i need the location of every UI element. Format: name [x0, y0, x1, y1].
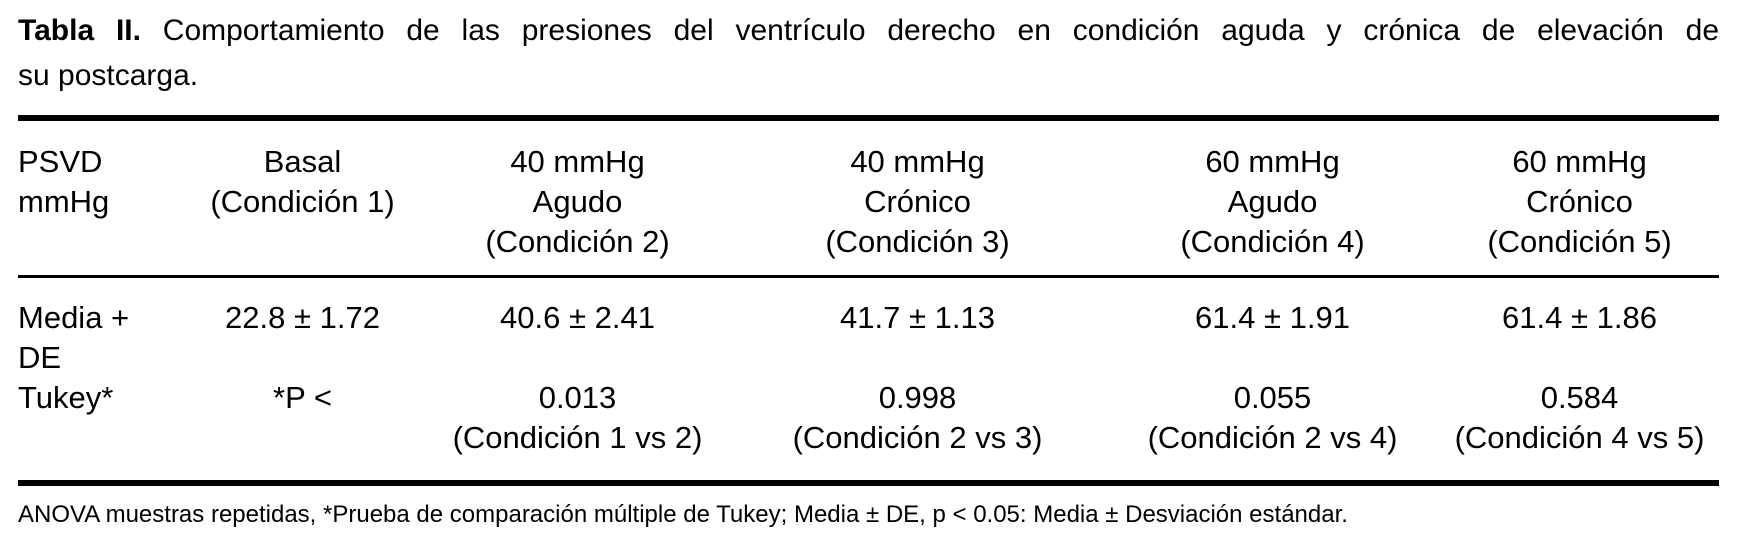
cell-tukey-cond2vs4: 0.055 (Condición 2 vs 4)	[1147, 380, 1398, 455]
cell-tukey-cond4vs5: 0.584 (Condición 4 vs 5)	[1454, 380, 1705, 455]
column-header-40-agudo: 40 mmHg Agudo (Condición 2)	[485, 144, 670, 259]
column-header-60-cronico: 60 mmHg Crónico (Condición 5)	[1487, 144, 1672, 259]
column-header-40-cronico: 40 mmHg Crónico (Condición 3)	[825, 144, 1010, 259]
cell-media-60-agudo: 61.4 ± 1.91	[1195, 300, 1350, 335]
cell-tukey-cond1vs2: 0.013 (Condición 1 vs 2)	[452, 380, 703, 455]
row-label-tukey: Tukey*	[18, 380, 114, 415]
cell-media-60-cronico: 61.4 ± 1.86	[1502, 300, 1657, 335]
table-caption-number: Tabla II.	[18, 14, 141, 47]
column-header-basal: Basal (Condición 1)	[210, 144, 395, 219]
table-caption-line2: su postcarga.	[18, 59, 199, 92]
table-footnote: ANOVA muestras repetidas, *Prueba de com…	[18, 501, 1348, 528]
pressure-data-table: PSVD mmHg Basal (Condición 1) 40 mmHg Ag…	[18, 115, 1719, 486]
cell-media-40-agudo: 40.6 ± 2.41	[500, 300, 655, 335]
column-header-psvd: PSVD mmHg	[18, 144, 110, 219]
cell-tukey-p: *P <	[273, 380, 332, 415]
table-row-tukey: Tukey* *P < 0.013 (Condición 1 vs 2) 0.9…	[18, 378, 1719, 483]
table-caption-line1: Tabla II. Comportamiento de las presione…	[18, 8, 1719, 53]
cell-tukey-cond2vs3: 0.998 (Condición 2 vs 3)	[792, 380, 1043, 455]
table-row-media-de: Media + DE 22.8 ± 1.72 40.6 ± 2.41 41.7 …	[18, 277, 1719, 379]
cell-media-40-cronico: 41.7 ± 1.13	[840, 300, 995, 335]
table-caption-text: Comportamiento de las presiones del vent…	[162, 14, 1719, 47]
cell-media-basal: 22.8 ± 1.72	[225, 300, 380, 335]
header-row: PSVD mmHg Basal (Condición 1) 40 mmHg Ag…	[18, 118, 1719, 277]
table-caption: Tabla II. Comportamiento de las presione…	[18, 8, 1719, 98]
column-header-60-agudo: 60 mmHg Agudo (Condición 4)	[1180, 144, 1365, 259]
row-label-media-de: Media + DE	[18, 300, 130, 375]
